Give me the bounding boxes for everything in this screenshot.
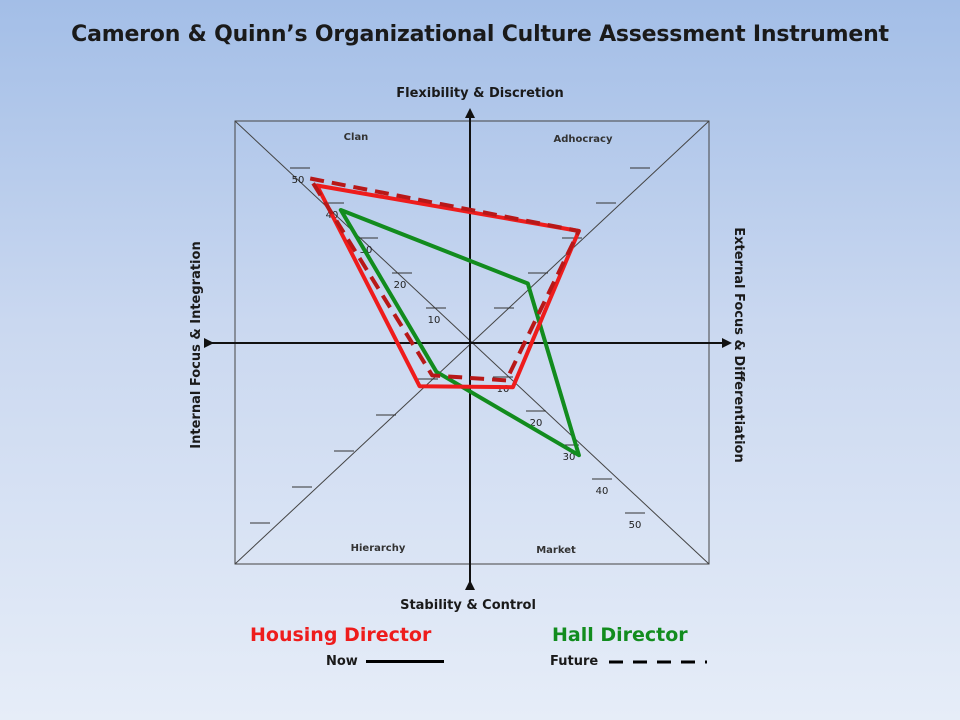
quadrant-label-market: Market xyxy=(536,545,576,556)
tick-label-clan-50: 50 xyxy=(292,175,305,186)
quadrant-label-clan: Clan xyxy=(344,132,369,143)
tick-label-market-30: 30 xyxy=(563,452,576,463)
legend-future-label: Future xyxy=(550,654,599,669)
tick-label-clan-20: 20 xyxy=(394,280,407,291)
legend-future-swatch xyxy=(608,660,707,663)
tick-label-market-50: 50 xyxy=(629,520,642,531)
quadrant-label-hierarchy: Hierarchy xyxy=(351,543,406,554)
axis-label-top: Flexibility & Discretion xyxy=(396,86,564,101)
quadrant-label-adhocracy: Adhocracy xyxy=(554,134,613,145)
legend-now-swatch xyxy=(366,660,445,663)
page-title: Cameron & Quinn’s Organizational Culture… xyxy=(71,22,889,47)
legend-now-label: Now xyxy=(326,654,358,669)
series-housing-director-future xyxy=(308,176,581,383)
series-hall-director-now xyxy=(338,208,581,458)
tick-label-clan-10: 10 xyxy=(428,315,441,326)
tick-label-market-20: 20 xyxy=(530,418,543,429)
tick-label-market-10: 10 xyxy=(497,384,510,395)
axis-label-right: External Focus & Differentiation xyxy=(731,227,746,462)
axis-label-bottom: Stability & Control xyxy=(400,598,536,613)
legend-housing-director: Housing Director xyxy=(250,624,432,646)
axis-label-left: Internal Focus & Integration xyxy=(189,241,204,448)
legend-future: Future xyxy=(550,654,707,669)
legend-now: Now xyxy=(326,654,445,669)
tick-label-market-40: 40 xyxy=(596,486,609,497)
legend-hall-director: Hall Director xyxy=(552,624,688,646)
